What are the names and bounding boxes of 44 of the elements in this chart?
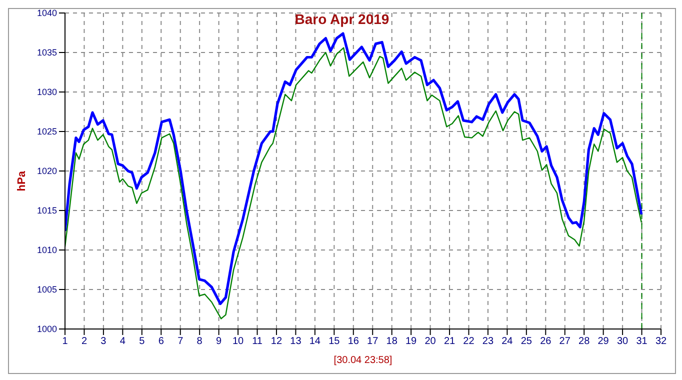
x-tick-label: 28 — [578, 336, 590, 348]
x-tick-label: 18 — [386, 336, 398, 348]
y-tick-label: 1015 — [36, 206, 57, 216]
x-tick-label: 30 — [616, 336, 629, 348]
x-tick-label: 13 — [290, 336, 302, 348]
x-tick-label: 20 — [424, 336, 436, 348]
x-tick-label: 24 — [502, 336, 514, 348]
chart-title: Baro Apr 2019 — [294, 11, 390, 27]
y-tick-label: 1000 — [36, 324, 57, 334]
x-tick-label: 3 — [100, 336, 107, 348]
x-tick-label: 19 — [406, 336, 418, 348]
x-tick-label: 14 — [309, 336, 321, 348]
x-tick-label: 32 — [655, 336, 667, 348]
x-tick-label: 16 — [348, 336, 360, 348]
y-tick-label: 1005 — [36, 284, 57, 295]
x-tick-label: 12 — [270, 336, 282, 348]
x-axis-title: [30.04 23:58] — [334, 355, 392, 366]
x-tick-label: 6 — [158, 336, 164, 348]
x-tick-label: 29 — [598, 336, 610, 348]
x-tick-label: 21 — [444, 336, 456, 348]
x-tick-label: 27 — [559, 336, 571, 348]
x-tick-label: 8 — [196, 336, 203, 348]
x-tick-label: 22 — [463, 336, 475, 348]
x-tick-label: 11 — [252, 336, 263, 348]
x-tick-label: 5 — [139, 336, 146, 348]
x-tick-label: 4 — [120, 336, 126, 348]
y-tick-label: 1040 — [36, 8, 57, 18]
x-tick-label: 17 — [367, 336, 379, 348]
x-tick-label: 15 — [328, 336, 340, 348]
x-tick-label: 1 — [62, 336, 68, 348]
y-tick-label: 1030 — [36, 87, 57, 98]
x-tick-label: 31 — [636, 336, 648, 348]
x-tick-label: 25 — [520, 336, 532, 348]
x-tick-label: 9 — [216, 336, 222, 348]
y-tick-label: 1025 — [36, 126, 57, 137]
y-tick-label: 1035 — [36, 48, 57, 58]
y-tick-label: 1020 — [36, 166, 57, 176]
y-axis-title: hPa — [16, 170, 28, 192]
x-tick-label: 23 — [482, 336, 494, 348]
x-tick-label: 26 — [540, 336, 552, 348]
x-tick-label: 2 — [81, 336, 88, 348]
x-tick-label: 7 — [178, 336, 184, 348]
x-tick-label: 10 — [232, 336, 244, 348]
y-tick-label: 1010 — [36, 245, 57, 256]
